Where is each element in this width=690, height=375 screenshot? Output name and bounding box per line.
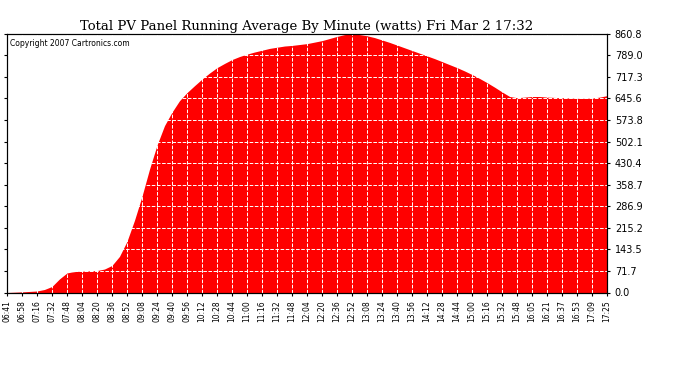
Title: Total PV Panel Running Average By Minute (watts) Fri Mar 2 17:32: Total PV Panel Running Average By Minute… — [81, 20, 533, 33]
Text: Copyright 2007 Cartronics.com: Copyright 2007 Cartronics.com — [10, 39, 130, 48]
